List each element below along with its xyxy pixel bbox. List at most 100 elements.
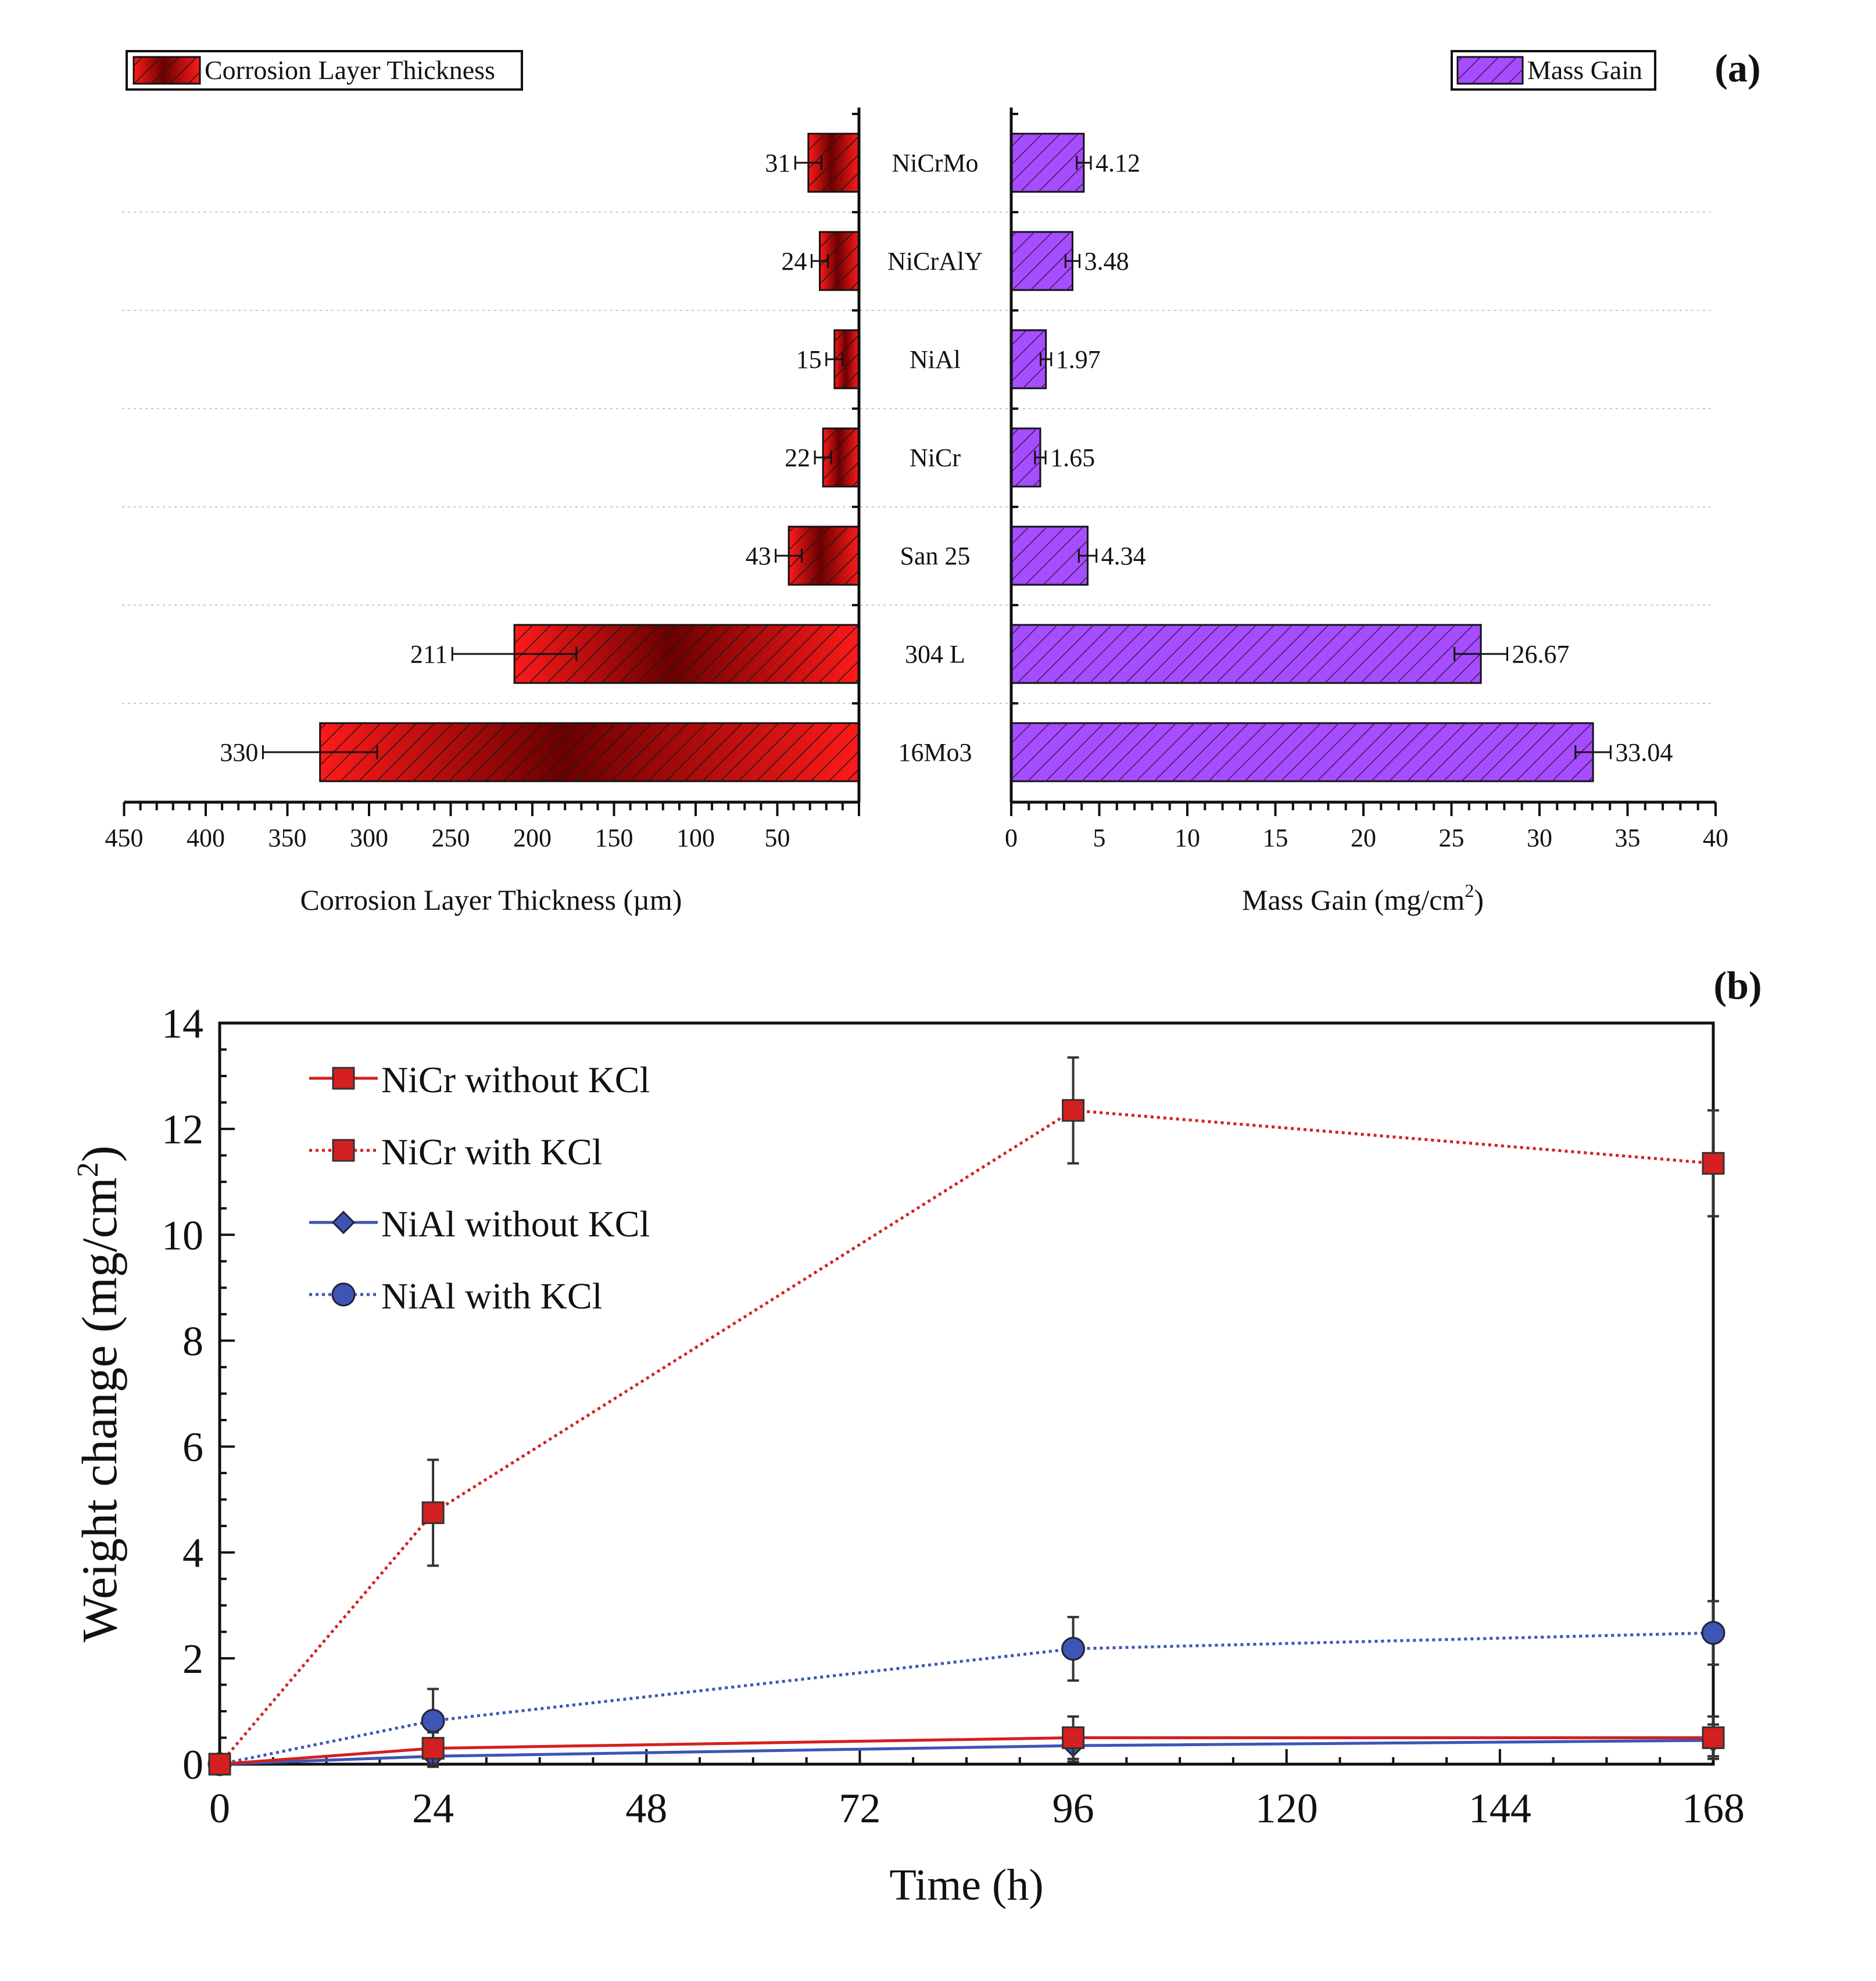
category-label: NiCrMo bbox=[892, 149, 978, 177]
y-tick-label: 14 bbox=[162, 1000, 203, 1047]
x-tick-label: 168 bbox=[1682, 1785, 1745, 1832]
legend-label: NiCr without KCl bbox=[381, 1059, 650, 1100]
mass-gain-tick-label: 40 bbox=[1703, 824, 1728, 852]
data-point bbox=[1701, 1621, 1725, 1645]
thickness-value-label: 22 bbox=[785, 444, 810, 472]
legend-thickness-label: Corrosion Layer Thickness bbox=[205, 55, 495, 85]
thickness-tick-label: 250 bbox=[432, 824, 470, 852]
y-tick-label: 2 bbox=[182, 1636, 203, 1682]
panel-b-y-axis-title: Weight change (mg/cm2) bbox=[71, 1146, 127, 1643]
category-label: 304 L bbox=[905, 640, 965, 668]
x-tick-label: 96 bbox=[1052, 1785, 1094, 1832]
thickness-tick-label: 300 bbox=[350, 824, 388, 852]
y-tick-label: 10 bbox=[162, 1212, 203, 1258]
mass-gain-value-label: 3.48 bbox=[1084, 247, 1129, 276]
thickness-tick-label: 450 bbox=[105, 824, 144, 852]
mass-gain-tick-label: 5 bbox=[1093, 824, 1106, 852]
thickness-tick-label: 200 bbox=[513, 824, 552, 852]
legend-label: NiAl with KCl bbox=[381, 1275, 602, 1317]
thickness-value-label: 330 bbox=[220, 738, 258, 767]
panel-a-bar-chart: (a) Corrosion Layer Thickness Mass Gain … bbox=[105, 46, 1761, 916]
y-tick-label: 4 bbox=[182, 1530, 203, 1576]
series-line bbox=[219, 1631, 1714, 1766]
mass-gain-tick-label: 15 bbox=[1263, 824, 1288, 852]
category-label: San 25 bbox=[900, 542, 971, 570]
panel-b-legend: NiCr without KCl NiCr with KCl NiAl withou… bbox=[309, 1059, 650, 1317]
mass-gain-x-axis: 0 5 10 15 20 25 30 35 40 bbox=[1005, 800, 1728, 852]
mass-gain-tick-label: 25 bbox=[1439, 824, 1465, 852]
data-point bbox=[1702, 1726, 1725, 1749]
x-tick-label: 24 bbox=[412, 1785, 454, 1832]
panel-b-x-axis-title: Time (h) bbox=[889, 1861, 1043, 1910]
mass-gain-tick-label: 30 bbox=[1527, 824, 1552, 852]
y-tick-label: 0 bbox=[182, 1742, 203, 1788]
mass-gain-bar-hatch bbox=[1011, 134, 1084, 192]
thickness-value-label: 211 bbox=[410, 640, 447, 668]
mass-gain-bars: 4.12 3.48 1.97 1.65 4.34 26.67 33.04 bbox=[1009, 108, 1673, 802]
thickness-bars: 31 24 15 22 43 211 330 bbox=[220, 108, 861, 802]
data-point bbox=[1061, 1636, 1086, 1661]
x-tick-label: 144 bbox=[1469, 1785, 1531, 1832]
thickness-value-label: 43 bbox=[746, 542, 771, 570]
series-line bbox=[219, 1108, 1714, 1765]
thickness-tick-label: 100 bbox=[676, 824, 715, 852]
data-point bbox=[1062, 1726, 1085, 1749]
x-tick-label: 120 bbox=[1255, 1785, 1318, 1832]
mass-gain-tick-label: 35 bbox=[1615, 824, 1641, 852]
mass-gain-bar-hatch bbox=[1011, 232, 1073, 290]
thickness-tick-label: 350 bbox=[268, 824, 307, 852]
series-line bbox=[219, 1736, 1713, 1766]
mass-gain-value-label: 4.12 bbox=[1095, 149, 1140, 177]
mass-gain-bar-hatch bbox=[1011, 723, 1594, 781]
data-point bbox=[421, 1501, 445, 1524]
data-point bbox=[421, 1708, 445, 1733]
data-point bbox=[421, 1737, 445, 1760]
mass-gain-value-label: 26.67 bbox=[1512, 640, 1570, 668]
x-tick-label: 48 bbox=[625, 1785, 667, 1832]
thickness-value-label: 15 bbox=[796, 345, 822, 374]
thickness-tick-label: 150 bbox=[595, 824, 633, 852]
mass-gain-bar-hatch bbox=[1011, 625, 1481, 683]
legend-marker bbox=[332, 1067, 355, 1090]
mass-gain-value-label: 1.97 bbox=[1056, 345, 1101, 374]
legend-label: NiCr with KCl bbox=[381, 1131, 602, 1172]
legend-thickness: Corrosion Layer Thickness bbox=[126, 50, 523, 91]
mass-gain-value-label: 33.04 bbox=[1615, 738, 1673, 767]
legend-marker bbox=[331, 1210, 356, 1235]
category-label: NiAl bbox=[910, 345, 961, 374]
panel-a-grid bbox=[122, 212, 1714, 704]
panel-a-label: (a) bbox=[1714, 46, 1760, 90]
x-tick-label: 72 bbox=[839, 1785, 880, 1832]
series-line bbox=[219, 1739, 1714, 1766]
thickness-value-label: 24 bbox=[782, 247, 807, 276]
category-label: NiCrAlY bbox=[887, 247, 983, 276]
y-tick-label: 8 bbox=[182, 1318, 203, 1364]
panel-b-label: (b) bbox=[1713, 963, 1762, 1007]
mass-gain-bar-hatch bbox=[1011, 527, 1088, 585]
x-tick-label: 0 bbox=[209, 1785, 230, 1832]
category-label: NiCr bbox=[910, 444, 961, 472]
legend-label: NiAl without KCl bbox=[381, 1203, 650, 1245]
thickness-value-label: 31 bbox=[765, 149, 790, 177]
mass-gain-value-label: 4.34 bbox=[1101, 542, 1146, 570]
mass-gain-x-axis-title: Mass Gain (mg/cm2) bbox=[1242, 880, 1484, 916]
y-tick-label: 6 bbox=[182, 1424, 203, 1471]
thickness-tick-label: 400 bbox=[187, 824, 225, 852]
legend-marker bbox=[331, 1282, 356, 1307]
legend-marker bbox=[332, 1139, 355, 1162]
data-point bbox=[208, 1753, 231, 1776]
thickness-bar-hatch bbox=[320, 723, 859, 781]
category-labels: NiCrMo NiCrAlY NiAl NiCr San 25 304 L 16Mo3 bbox=[887, 149, 983, 767]
thickness-x-axis: 450 400 350 300 250 200 150 100 50 bbox=[105, 800, 860, 852]
legend-mass-gain: Mass Gain bbox=[1451, 50, 1656, 91]
data-point bbox=[1062, 1099, 1085, 1122]
mass-gain-tick-label: 20 bbox=[1351, 824, 1376, 852]
y-tick-label: 12 bbox=[162, 1106, 203, 1153]
mass-gain-tick-label: 10 bbox=[1175, 824, 1200, 852]
series-nicr-without-kcl bbox=[208, 1715, 1725, 1776]
panel-b-series bbox=[207, 1056, 1725, 1776]
category-label: 16Mo3 bbox=[898, 738, 972, 767]
